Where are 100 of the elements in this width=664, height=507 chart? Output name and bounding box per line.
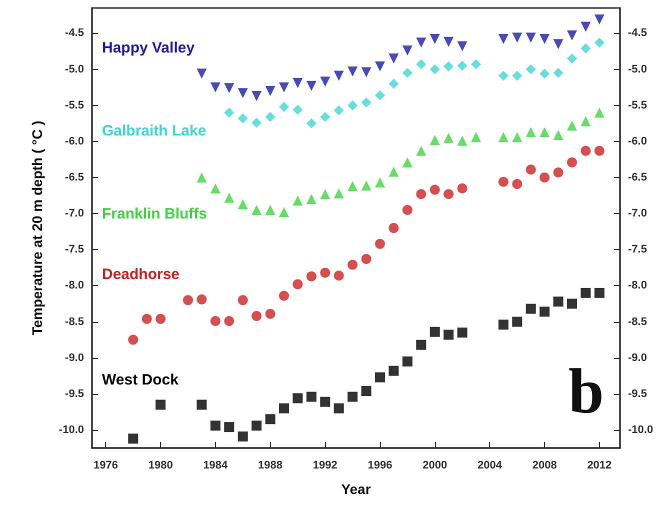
- point: [375, 61, 385, 72]
- point: [430, 184, 440, 195]
- x-tick-label: 2008: [532, 460, 557, 472]
- point: [553, 68, 564, 78]
- point: [306, 392, 316, 402]
- point: [252, 91, 262, 101]
- y-tick-label: -4.5: [65, 27, 84, 40]
- point: [334, 403, 344, 414]
- x-tick-label: 1984: [203, 460, 229, 472]
- x-tick-label: 1992: [312, 460, 338, 472]
- x-axis-title: Year: [341, 481, 372, 497]
- point: [128, 434, 138, 444]
- y2-tick-label: -5.0: [628, 63, 647, 76]
- point: [210, 420, 220, 431]
- point: [540, 172, 550, 183]
- point: [540, 68, 550, 79]
- point: [540, 127, 550, 138]
- point: [444, 61, 454, 72]
- point: [320, 76, 330, 87]
- point: [526, 304, 536, 314]
- point: [306, 118, 316, 128]
- point: [567, 30, 577, 40]
- point: [196, 68, 207, 79]
- point: [471, 59, 481, 70]
- point: [594, 108, 604, 118]
- x-tick-label: 1996: [368, 460, 392, 472]
- point: [238, 295, 248, 306]
- point: [292, 279, 303, 290]
- series-label: Happy Valley: [102, 40, 196, 57]
- point: [457, 328, 468, 338]
- point: [526, 64, 536, 74]
- point: [334, 70, 344, 81]
- point: [498, 132, 508, 142]
- y-tick-label: -8.5: [65, 316, 84, 328]
- point: [224, 192, 234, 203]
- series-label: Deadhorse: [102, 266, 180, 283]
- point: [196, 172, 207, 183]
- point: [580, 146, 591, 156]
- point: [512, 70, 522, 81]
- x-tick-label: 1976: [93, 460, 118, 472]
- point: [224, 83, 234, 94]
- point: [457, 136, 468, 146]
- point: [526, 32, 536, 43]
- point: [210, 316, 220, 326]
- point: [402, 356, 412, 366]
- point: [388, 78, 399, 89]
- point: [430, 34, 440, 44]
- point: [128, 334, 138, 345]
- point: [238, 88, 248, 98]
- series-label: Galbraith Lake: [102, 122, 206, 140]
- point: [567, 53, 577, 64]
- point: [457, 41, 468, 52]
- point: [512, 132, 522, 142]
- x-tick-label: 2012: [587, 460, 612, 472]
- point: [402, 68, 412, 78]
- y2-tick-label: -8.5: [628, 316, 647, 328]
- point: [375, 238, 385, 249]
- y2-tick-label: -9.5: [628, 388, 647, 400]
- point: [292, 104, 303, 115]
- point: [279, 82, 289, 92]
- y2-tick-label: -7.5: [628, 244, 647, 256]
- point: [196, 400, 207, 410]
- point: [292, 393, 303, 404]
- y-tick-label: -6.5: [65, 172, 84, 184]
- x-tick-label: 1988: [258, 460, 283, 472]
- y2-tick-label: -4.5: [628, 27, 647, 40]
- point: [348, 100, 358, 110]
- point: [238, 431, 248, 442]
- point: [567, 120, 577, 131]
- point: [594, 288, 604, 298]
- point: [444, 36, 454, 47]
- point: [348, 66, 358, 76]
- point: [430, 64, 440, 74]
- point: [594, 146, 604, 156]
- y-tick-label: -5.0: [65, 63, 84, 76]
- point: [553, 130, 564, 140]
- x-tick-label: 2004: [477, 460, 503, 472]
- point: [320, 189, 330, 200]
- y-tick-label: -9.0: [65, 352, 84, 364]
- point: [388, 366, 399, 376]
- point: [361, 67, 372, 78]
- point: [553, 167, 564, 178]
- y2-tick-label: -7.0: [628, 208, 647, 220]
- point: [279, 102, 289, 112]
- point: [183, 295, 193, 306]
- point: [540, 34, 550, 44]
- point: [402, 204, 412, 215]
- point: [444, 132, 454, 143]
- y-tick-label: -5.5: [65, 99, 84, 112]
- point: [416, 189, 426, 200]
- point: [498, 320, 508, 330]
- y-tick-label: -10.0: [58, 424, 84, 436]
- point: [567, 298, 577, 309]
- point: [375, 372, 385, 382]
- point: [580, 22, 591, 32]
- point: [416, 59, 426, 70]
- point: [498, 34, 508, 44]
- point: [292, 78, 303, 88]
- point: [279, 403, 289, 414]
- point: [306, 194, 316, 204]
